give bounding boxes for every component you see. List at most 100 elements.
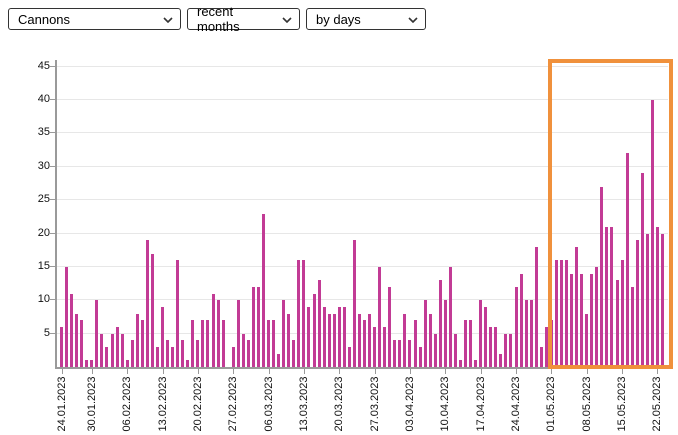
bar <box>458 360 462 367</box>
bar <box>196 340 200 367</box>
bar <box>433 333 437 367</box>
x-tick-mark <box>61 369 63 374</box>
bar <box>307 306 311 367</box>
bar <box>65 266 69 367</box>
x-tick-label: 06.02.2023 <box>121 376 134 432</box>
bar <box>267 320 271 367</box>
bar <box>554 260 558 367</box>
bar <box>620 260 624 367</box>
bar <box>529 300 533 367</box>
x-tick-mark <box>516 369 517 374</box>
bar <box>448 266 452 367</box>
bar <box>221 320 225 367</box>
bar <box>236 300 240 367</box>
x-tick-label: 17.04.2023 <box>474 376 487 432</box>
bar <box>161 306 164 367</box>
x-tick-label: 22.05.2023 <box>651 376 664 432</box>
bar <box>256 286 260 367</box>
bar <box>373 326 377 367</box>
x-tick-mark <box>409 369 411 374</box>
bar <box>105 346 109 367</box>
bar <box>277 353 281 367</box>
gridline <box>57 265 668 267</box>
bar <box>322 306 326 367</box>
x-tick-mark <box>197 369 199 374</box>
bar <box>474 360 478 367</box>
bar <box>423 300 427 367</box>
chevron-down-icon <box>408 17 418 23</box>
bar <box>70 293 74 367</box>
y-tick-mark <box>50 232 55 234</box>
x-tick-mark <box>622 369 624 374</box>
bar <box>171 346 175 367</box>
bar <box>216 300 220 367</box>
x-tick-label: 03.04.2023 <box>403 376 416 432</box>
bar <box>100 333 104 367</box>
x-tick-label: 10.04.2023 <box>439 376 452 432</box>
bar <box>327 313 331 367</box>
bar <box>272 320 276 367</box>
x-tick-label: 27.02.2023 <box>227 376 240 432</box>
y-tick-label: 5 <box>43 326 50 339</box>
bar <box>90 360 94 367</box>
bar <box>539 346 543 367</box>
dataset-select-value: Cannons <box>18 11 71 27</box>
x-axis-line <box>55 367 668 369</box>
bar <box>464 320 467 367</box>
bar <box>246 340 250 367</box>
bar <box>570 273 574 367</box>
bar <box>565 260 568 367</box>
bar <box>398 340 402 367</box>
x-tick-mark <box>480 369 482 374</box>
bar <box>378 266 382 367</box>
bar <box>640 173 644 367</box>
bar <box>524 300 528 367</box>
bar <box>181 340 185 367</box>
filter-toolbar: Cannons recent months by days <box>8 4 426 34</box>
gridline <box>57 299 668 301</box>
bar <box>600 186 604 367</box>
y-tick-mark <box>50 265 55 267</box>
x-tick-label: 20.02.2023 <box>191 376 204 432</box>
y-axis-line <box>55 60 57 367</box>
y-tick-label: 25 <box>37 193 50 206</box>
x-tick-mark <box>339 369 341 374</box>
bar <box>514 286 518 367</box>
range-select[interactable]: recent months <box>187 4 300 34</box>
bar <box>332 313 336 367</box>
granularity-select[interactable]: by days <box>306 8 426 30</box>
bar <box>206 320 210 367</box>
x-tick-label: 24.04.2023 <box>510 376 522 432</box>
bar <box>166 340 170 367</box>
highlight-box <box>548 59 673 369</box>
x-tick-label: 24.01.2023 <box>55 376 68 432</box>
bar-chart-plot-area: 5 10 15 20 25 30 35 40 45 24.01.2023 30.01.2023 06.… <box>38 59 673 432</box>
bar <box>580 273 584 367</box>
x-tick-mark <box>445 369 447 374</box>
bar <box>615 280 619 367</box>
y-tick-label: 15 <box>37 259 50 272</box>
x-tick-mark <box>657 369 659 374</box>
bar <box>176 260 180 367</box>
bar <box>75 313 79 367</box>
bar <box>150 253 154 367</box>
y-tick-label: 35 <box>37 126 50 139</box>
bar <box>201 320 205 367</box>
gridline <box>57 132 668 134</box>
x-tick-label: 27.03.2023 <box>368 376 381 432</box>
x-tick-mark <box>91 369 93 374</box>
bar <box>342 306 346 367</box>
y-tick-mark <box>50 132 55 134</box>
bar <box>251 286 255 367</box>
bar <box>590 273 594 367</box>
bar <box>337 306 341 367</box>
x-tick-mark <box>303 369 305 374</box>
x-tick-label: 13.03.2023 <box>297 376 310 432</box>
bar <box>428 313 432 367</box>
bar <box>403 313 407 367</box>
x-tick-label: 01.05.2023 <box>545 376 558 432</box>
granularity-select-value: by days <box>316 11 361 27</box>
bar <box>135 313 139 367</box>
dataset-select[interactable]: Cannons <box>8 8 181 30</box>
